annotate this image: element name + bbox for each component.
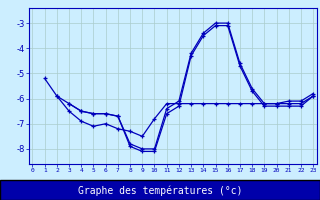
Text: Graphe des températures (°c): Graphe des températures (°c): [78, 186, 242, 196]
